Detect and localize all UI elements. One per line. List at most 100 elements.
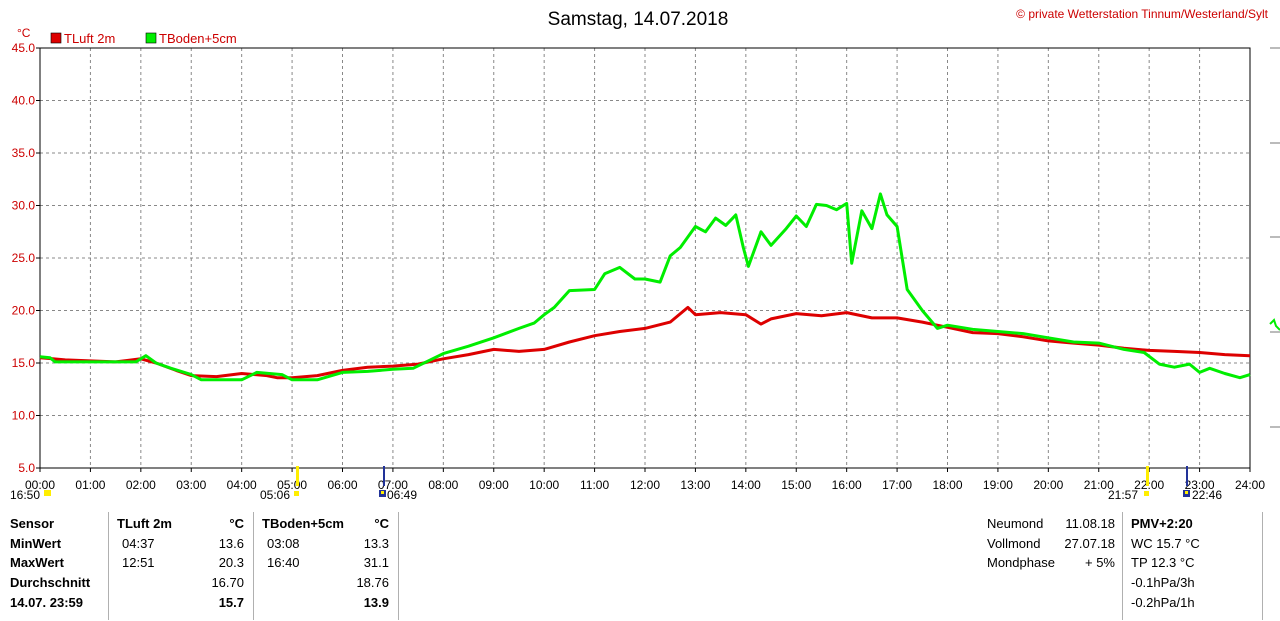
col1-max-time: 12:51 (122, 555, 155, 570)
legend-swatch-tluft (50, 32, 62, 44)
legend-label-tluft: TLuft 2m (64, 31, 115, 46)
x-tick-label: 23:00 (1185, 478, 1215, 492)
y-unit-label: °C (17, 26, 31, 40)
x-tick-label: 08:00 (428, 478, 458, 492)
divider (398, 512, 399, 620)
sunrise-marker (296, 466, 299, 486)
col2-max-value: 31.1 (363, 555, 389, 570)
col2-max-time: 16:40 (267, 555, 300, 570)
current-label: 14.07. 23:59 (10, 595, 84, 610)
x-tick-label: 22:00 (1134, 478, 1164, 492)
x-tick-label: 02:00 (126, 478, 156, 492)
x-tick-label: 20:00 (1033, 478, 1063, 492)
x-tick-label: 10:00 (529, 478, 559, 492)
col1-name: TLuft 2m (117, 516, 172, 531)
windchill-value: WC 15.7 °C (1131, 536, 1200, 551)
x-tick-label: 01:00 (75, 478, 105, 492)
x-tick-label: 03:00 (176, 478, 206, 492)
x-tick-label: 17:00 (882, 478, 912, 492)
legend-label-tboden: TBoden+5cm (159, 31, 237, 46)
x-tick-label: 16:00 (832, 478, 862, 492)
x-tick-label: 14:00 (731, 478, 761, 492)
x-tick-label: 04:00 (227, 478, 257, 492)
x-tick-label: 11:00 (580, 478, 609, 492)
stats-panel: Sensor MinWert MaxWert Durchschnitt 14.0… (0, 510, 1280, 621)
sensor-label: Sensor (10, 516, 55, 531)
moonphase-value: + 5% (1085, 555, 1115, 570)
sunrise-icon (294, 491, 299, 496)
grid-lines (40, 48, 1250, 468)
y-tick-label: 35.0 (12, 146, 36, 160)
newmoon-label: Neumond (987, 516, 1044, 531)
moonset-icon (44, 490, 51, 496)
sunset-icon (1144, 491, 1149, 496)
pressure-1h-value: -0.2hPa/1h (1131, 595, 1195, 610)
x-tick-label: 18:00 (932, 478, 962, 492)
divider (253, 512, 254, 620)
x-axis-ticks: 00:00 01:00 02:00 03:00 04:00 05:00 06:00 07:00… (25, 468, 1265, 492)
copyright-label: © private Wetterstation Tinnum/Westerlan… (1016, 7, 1269, 21)
temperature-chart: Samstag, 14.07.2018 © private Wetterstat… (10, 7, 1280, 502)
x-tick-label: 21:00 (1084, 478, 1114, 492)
col1-current-value: 15.7 (218, 595, 244, 610)
fullmoon-label: Vollmond (987, 536, 1041, 551)
col1-min-time: 04:37 (122, 536, 155, 551)
moonset-time: 16:50 (10, 488, 40, 502)
x-tick-label: 07:00 (378, 478, 408, 492)
y-tick-label: 20.0 (12, 304, 36, 318)
col2-min-value: 13.3 (363, 536, 389, 551)
divider (1122, 512, 1123, 620)
col2-name: TBoden+5cm (262, 516, 344, 531)
x-tick-label: 06:00 (327, 478, 357, 492)
min-label: MinWert (10, 536, 62, 551)
moonphase-label: Mondphase (987, 555, 1055, 570)
x-tick-label: 09:00 (479, 478, 509, 492)
col1-unit: °C (229, 516, 244, 531)
col1-avg-value: 16.70 (211, 575, 244, 590)
y-tick-label: 15.0 (12, 356, 36, 370)
moonrise-icon-highlight (381, 491, 384, 494)
divider (1262, 512, 1263, 620)
legend: TLuft 2m TBoden+5cm (50, 31, 237, 46)
series-lines (39, 192, 1251, 382)
series-line-tboden (39, 192, 1251, 382)
y-tick-label: 10.0 (12, 409, 36, 423)
moonset2-time: 22:46 (1192, 488, 1222, 502)
x-tick-label: 13:00 (680, 478, 710, 492)
x-tick-label: 15:00 (781, 478, 811, 492)
pmv-title: PMV+2:20 (1131, 516, 1193, 531)
x-tick-label: 00:00 (25, 478, 55, 492)
sunset-time: 21:57 (1108, 488, 1138, 502)
y-tick-label: 45.0 (12, 41, 36, 55)
x-tick-label: 24:00 (1235, 478, 1265, 492)
pressure-3h-value: -0.1hPa/3h (1131, 575, 1195, 590)
col2-current-value: 13.9 (363, 595, 389, 610)
series-line-tluft (39, 305, 1251, 380)
sun-moon-markers: 16:50 05:06 06:49 21:57 22:46 (10, 466, 1222, 502)
moonrise-time: 06:49 (387, 488, 417, 502)
col2-avg-value: 18.76 (356, 575, 389, 590)
col1-max-value: 20.3 (218, 555, 244, 570)
max-label: MaxWert (10, 555, 64, 570)
y-tick-label: 40.0 (12, 94, 36, 108)
x-tick-label: 12:00 (630, 478, 660, 492)
right-scale-stub (1269, 47, 1280, 428)
x-tick-label: 05:00 (277, 478, 307, 492)
sunrise-time: 05:06 (260, 488, 290, 502)
newmoon-date: 11.08.18 (1065, 516, 1115, 531)
x-tick-label: 19:00 (983, 478, 1013, 492)
moonset2-marker (1186, 466, 1188, 486)
moonset2-icon-highlight (1185, 491, 1188, 494)
y-tick-label: 30.0 (12, 199, 36, 213)
col1-min-value: 13.6 (218, 536, 244, 551)
divider (108, 512, 109, 620)
fullmoon-date: 27.07.18 (1064, 536, 1115, 551)
y-tick-label: 5.0 (18, 461, 35, 475)
y-tick-label: 25.0 (12, 251, 36, 265)
col2-unit: °C (374, 516, 389, 531)
avg-label: Durchschnitt (10, 575, 91, 590)
y-axis-ticks: 45.0 40.0 35.0 30.0 25.0 20.0 15.0 10.0 5.0 (12, 41, 40, 475)
legend-swatch-tboden (145, 32, 157, 44)
sunset-marker (1146, 466, 1149, 486)
col2-min-time: 03:08 (267, 536, 300, 551)
